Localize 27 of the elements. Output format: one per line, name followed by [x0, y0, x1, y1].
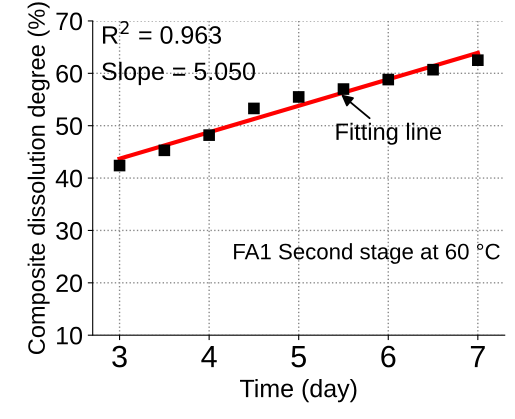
y-tick-label: 50 [56, 117, 82, 136]
y-tick-label: 30 [56, 222, 82, 240]
y-tick-label: 20 [56, 274, 82, 292]
point [203, 129, 215, 141]
y-axis-title: Composite dissolution degree (%) [28, 2, 50, 354]
x-tick-label: 6 [381, 346, 396, 368]
point [472, 54, 484, 66]
x-tick-label: 5 [291, 346, 306, 368]
annotation: Slope = 5.050 [102, 62, 255, 86]
point [338, 83, 350, 95]
annotation: Fitting line [336, 122, 442, 145]
y-tick-label: 60 [56, 64, 82, 83]
y-tick-label: 10 [57, 326, 82, 345]
annotation: R$^{2}$ = 0.963 [102, 21, 222, 44]
annotation: FA1 Second stage at 60 °C [234, 243, 500, 264]
point [382, 74, 394, 86]
point [427, 64, 439, 76]
point [248, 102, 260, 114]
point [114, 160, 126, 172]
point [292, 91, 305, 103]
x-axis-title: Time (day) [240, 378, 356, 402]
x-tick-label: 4 [201, 346, 217, 368]
y-tick-label: 40 [56, 170, 82, 188]
x-tick-label: 3 [112, 346, 127, 368]
point [158, 144, 170, 156]
x-tick-label: 7 [470, 346, 485, 368]
y-tick-label: 70 [56, 12, 82, 30]
